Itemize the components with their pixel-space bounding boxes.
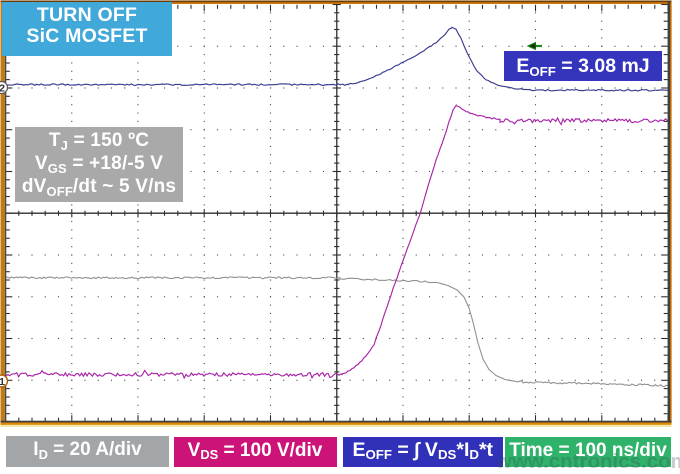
svg-text:1: 1 xyxy=(0,376,5,388)
svg-text:2: 2 xyxy=(0,83,5,95)
